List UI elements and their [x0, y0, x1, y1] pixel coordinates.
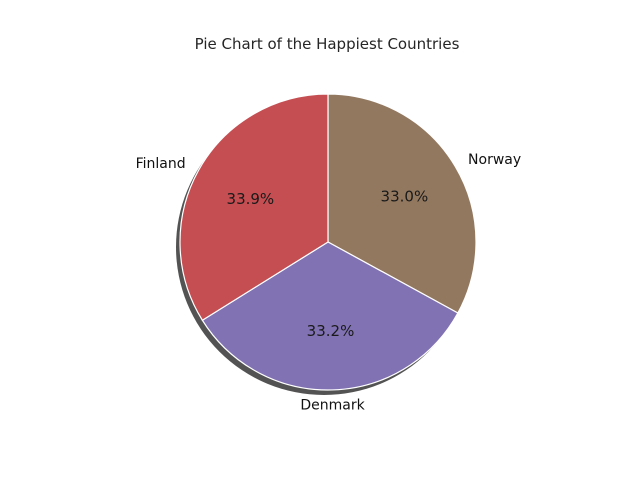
chart-title: Pie Chart of the Happiest Countries [195, 35, 460, 53]
pie-slice-finland [179, 93, 329, 321]
slice-label-finland: Finland [136, 156, 186, 172]
pie-labels: Norway 33.0% Denmark 33.2% Finland 33.9% [136, 152, 522, 414]
pie-slice-denmark [201, 241, 459, 391]
slice-label-norway: Norway [468, 152, 521, 168]
slice-percent-denmark: 33.2% [307, 322, 355, 340]
slice-percent-norway: 33.0% [381, 188, 429, 206]
pie-slice-norway [327, 93, 477, 314]
pie-slices [179, 93, 477, 391]
slice-label-denmark: Denmark [300, 398, 365, 414]
slice-percent-finland: 33.9% [227, 190, 275, 208]
